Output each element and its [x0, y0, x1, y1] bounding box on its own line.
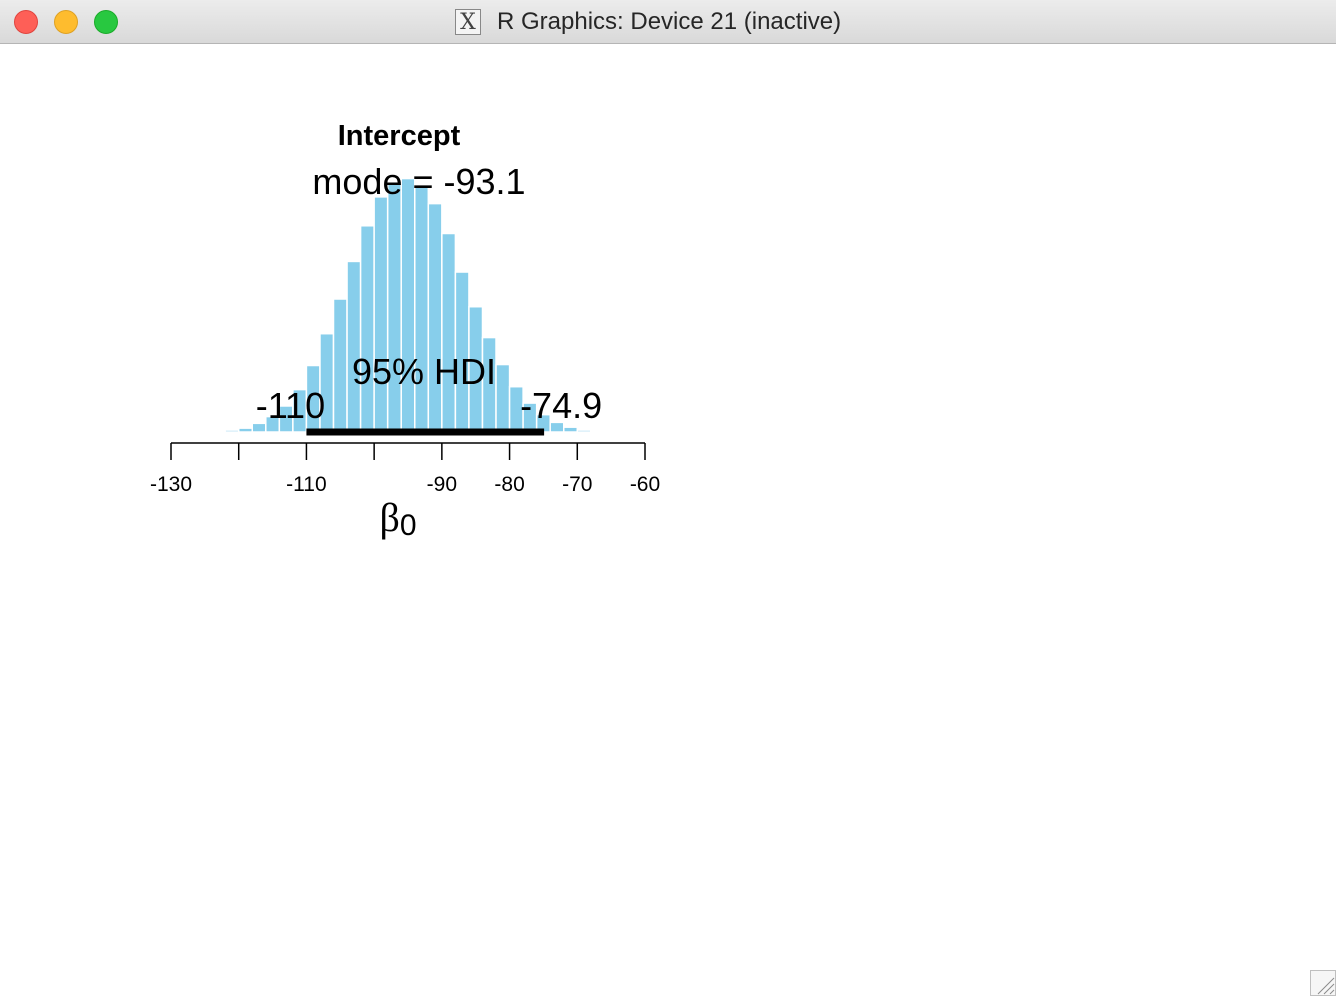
x-axis: -130 -110 -90 -80 -70 -60: [150, 442, 660, 496]
x-tick-label: -60: [630, 473, 660, 496]
window-title-group: X R Graphics: Device 21 (inactive): [455, 8, 841, 36]
histogram-bar: [359, 225, 375, 433]
x-tick-label: -130: [150, 473, 192, 496]
histogram-bar: [562, 426, 579, 433]
window-titlebar[interactable]: X R Graphics: Device 21 (inactive): [0, 0, 1336, 44]
mode-label: mode = -93.1: [312, 161, 525, 202]
hdi-label: 95% HDI: [352, 351, 496, 392]
histogram-bar: [590, 430, 606, 433]
close-button[interactable]: [14, 10, 38, 34]
hdi-high-label: -74.9: [520, 385, 602, 426]
x-axis-label-base: β: [379, 495, 399, 540]
histogram-bars: [210, 177, 606, 433]
x-tick-label: -70: [562, 473, 592, 496]
histogram-bar: [224, 429, 240, 433]
minimize-button[interactable]: [54, 10, 78, 34]
hdi-annotation: -110 -74.9: [256, 385, 602, 436]
histogram-bar: [332, 298, 348, 433]
histogram-bar: [495, 363, 511, 433]
histogram-bar: [210, 430, 226, 433]
histogram-bar: [576, 429, 592, 433]
histogram-bar: [427, 202, 443, 433]
x-tick-label: -80: [494, 473, 524, 496]
resize-grip-icon[interactable]: [1310, 970, 1336, 996]
x11-icon: X: [455, 9, 481, 35]
histogram-bar: [441, 232, 457, 433]
x-axis-label-subscript: 0: [400, 509, 417, 542]
x-axis-label: β0: [379, 495, 416, 542]
window-title: R Graphics: Device 21 (inactive): [497, 8, 842, 35]
histogram-bar: [237, 427, 254, 433]
histogram-bar: [386, 181, 402, 433]
hdi-low-label: -110: [256, 385, 325, 426]
plot-area: Intercept mode = -93.1 95% HDI -110 -74.9…: [150, 120, 660, 542]
x-tick-label: -90: [427, 473, 457, 496]
histogram-bar: [414, 185, 430, 433]
histogram-bar: [400, 177, 416, 433]
histogram-bar: [373, 196, 389, 433]
x-tick-label: -110: [286, 473, 326, 496]
zoom-button[interactable]: [94, 10, 118, 34]
chart-title: Intercept: [338, 120, 461, 152]
histogram-bar: [346, 260, 362, 433]
